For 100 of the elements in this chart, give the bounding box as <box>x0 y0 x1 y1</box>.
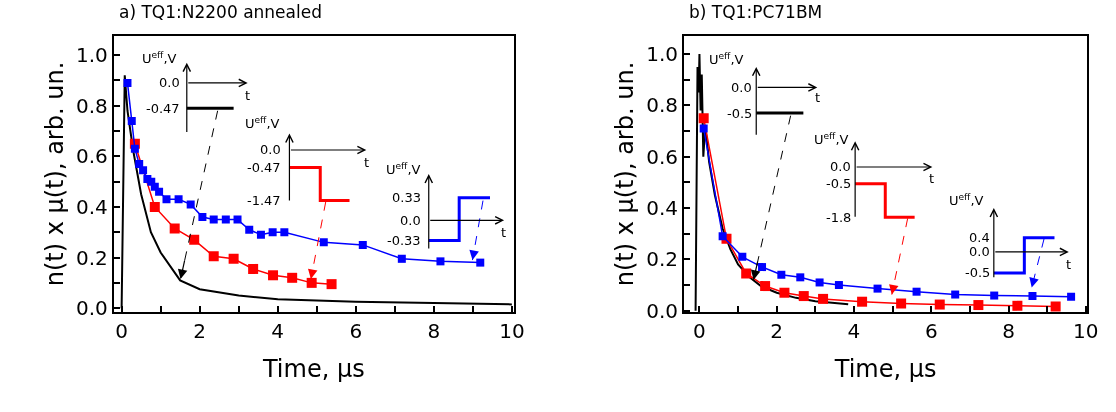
point <box>139 166 148 175</box>
annotation: 0.0 <box>260 142 281 157</box>
annotation: t <box>501 225 507 240</box>
point <box>873 284 882 293</box>
point <box>130 144 139 153</box>
point <box>476 258 485 267</box>
annotation: U$^{eff}$,V <box>949 192 984 209</box>
annotation: -0.5 <box>965 265 991 280</box>
annotation: t <box>1066 257 1072 272</box>
annotation: U$^{eff}$,V <box>386 161 421 178</box>
point <box>758 263 767 272</box>
point <box>123 78 132 87</box>
annotation: U$^{eff}$,V <box>245 115 280 132</box>
point <box>174 195 183 204</box>
point <box>760 281 771 292</box>
annotation: t <box>364 155 370 170</box>
y-axis-title: n(t) x μ(t), arb. un. <box>610 61 639 287</box>
x-tick-label: 0 <box>693 318 706 343</box>
annotation: t <box>929 171 935 186</box>
point <box>186 200 195 209</box>
point <box>718 232 727 241</box>
point <box>233 215 242 224</box>
y-tick-label: 0.6 <box>646 144 678 169</box>
annotation: t <box>245 88 251 103</box>
x-axis-title: Time, μs <box>833 354 937 383</box>
annotation: -0.5 <box>826 176 852 191</box>
annotation: 0.0 <box>969 244 990 259</box>
point <box>221 215 230 224</box>
point <box>1012 300 1023 311</box>
point <box>798 291 809 302</box>
point <box>698 113 709 124</box>
point <box>796 273 805 282</box>
point <box>973 300 984 311</box>
x-tick-label: 10 <box>1073 318 1099 343</box>
point <box>248 263 259 274</box>
point <box>287 272 298 283</box>
point <box>990 291 999 300</box>
y-tick-label: 0.0 <box>646 298 678 323</box>
point <box>834 281 843 290</box>
point <box>268 270 279 281</box>
point <box>912 287 921 296</box>
x-tick-label: 6 <box>349 318 363 343</box>
point <box>169 223 180 234</box>
point <box>857 296 868 307</box>
annotation: -1.47 <box>247 193 281 208</box>
point <box>319 238 328 247</box>
point <box>127 116 136 125</box>
annotation: 0.4 <box>969 230 990 245</box>
point <box>1067 292 1076 301</box>
point <box>162 195 171 204</box>
chart-title: b) TQ1:PC71BM <box>689 2 823 22</box>
x-tick-label: 8 <box>427 318 441 343</box>
point <box>779 287 790 298</box>
x-tick-label: 10 <box>499 318 525 343</box>
y-tick-label: 0.8 <box>646 93 678 118</box>
point <box>699 124 708 133</box>
point <box>306 277 317 288</box>
point <box>280 228 289 237</box>
point <box>815 278 824 287</box>
point <box>208 251 219 262</box>
annotation: -0.5 <box>727 106 753 121</box>
x-tick-label: 6 <box>924 318 938 343</box>
annotation: 0.33 <box>392 190 421 205</box>
annotation: -0.33 <box>387 233 421 248</box>
point <box>1028 292 1037 301</box>
point <box>358 240 367 249</box>
y-tick-label: 0.2 <box>646 247 678 272</box>
chart-title: a) TQ1:N2200 annealed <box>119 2 322 22</box>
annotation: U$^{eff}$,V <box>814 131 849 148</box>
x-tick-label: 2 <box>770 318 784 343</box>
x-tick-label: 2 <box>193 318 207 343</box>
annotation: 0.0 <box>731 80 752 95</box>
point <box>1050 301 1061 312</box>
y-tick-label: 0.8 <box>76 93 108 118</box>
x-tick-label: 0 <box>115 318 128 343</box>
y-axis-title: n(t) x μ(t), arb. un. <box>40 61 69 287</box>
annotation: U$^{eff}$,V <box>142 50 177 67</box>
annotation: -1.8 <box>826 210 852 225</box>
point <box>326 279 337 290</box>
annotation: 0.0 <box>400 213 421 228</box>
point <box>228 253 239 264</box>
y-tick-label: 0.4 <box>76 194 108 219</box>
point <box>198 213 207 222</box>
annotation: -0.47 <box>247 160 281 175</box>
point <box>818 293 829 304</box>
y-tick-label: 1.0 <box>646 42 678 67</box>
point <box>397 254 406 263</box>
y-tick-label: 0.2 <box>76 245 108 270</box>
point <box>934 299 945 310</box>
point <box>189 234 200 245</box>
point <box>256 230 265 239</box>
annotation: -0.47 <box>146 101 180 116</box>
y-tick-label: 1.0 <box>76 43 108 68</box>
point <box>777 270 786 279</box>
y-tick-label: 0.4 <box>646 196 678 221</box>
x-tick-label: 4 <box>271 318 285 343</box>
x-tick-label: 4 <box>847 318 861 343</box>
annotation: 0.0 <box>159 75 180 90</box>
annotation: 0.0 <box>830 159 851 174</box>
x-axis-title: Time, μs <box>261 354 365 383</box>
